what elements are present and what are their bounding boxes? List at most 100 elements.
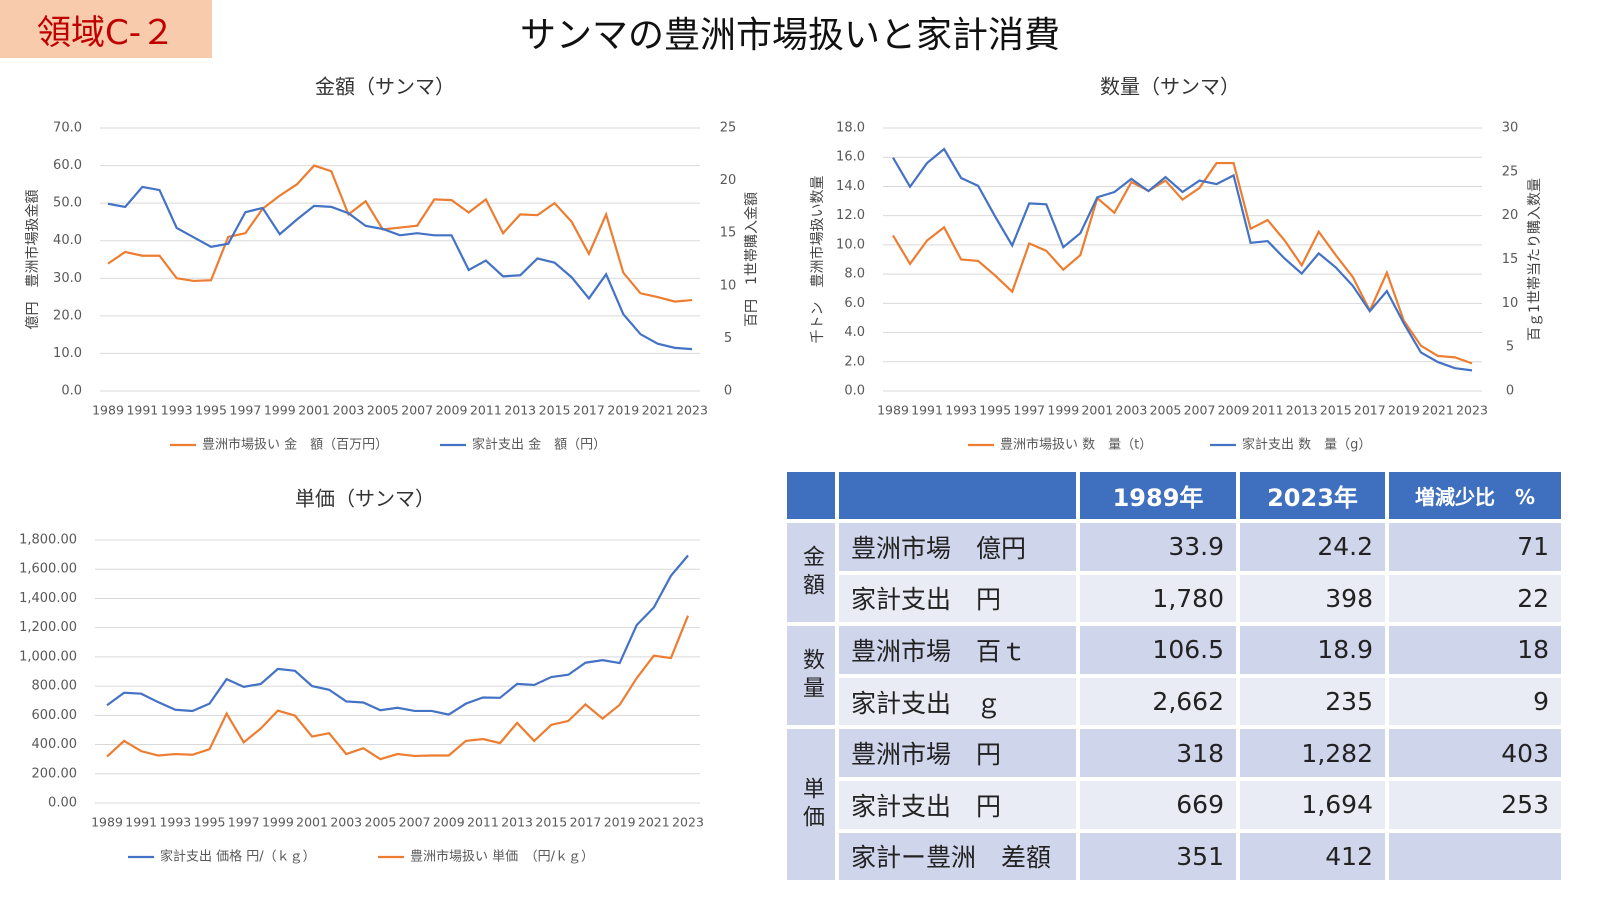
header-cell: 2023年 xyxy=(1238,470,1387,521)
value-cell: 412 xyxy=(1238,830,1387,883)
legend-label: 家計支出 金 額（円） xyxy=(472,437,606,453)
x-tick-label: 1993 xyxy=(161,403,193,418)
x-tick-label: 2015 xyxy=(1320,403,1352,418)
row-label: 豊洲市場 円 xyxy=(837,727,1078,779)
x-tick-label: 2019 xyxy=(604,815,636,830)
x-tick-label: 2011 xyxy=(467,815,499,830)
value-cell: 1,282 xyxy=(1238,727,1387,779)
y-tick-label: 40.0 xyxy=(53,233,82,248)
x-tick-label: 2001 xyxy=(1081,403,1113,418)
chart-title: 数量（サンマ） xyxy=(1100,75,1240,99)
y2-tick-label: 30 xyxy=(1502,121,1519,136)
legend-label: 家計支出 数 量（g） xyxy=(1242,437,1371,453)
badge: 領域C-２ xyxy=(0,0,212,58)
y2-tick-label: 10 xyxy=(1502,296,1519,311)
y-tick-label: 0.0 xyxy=(61,384,82,399)
y2-axis-label: 百円 1世帯購入金額 xyxy=(744,192,760,327)
value-cell: 253 xyxy=(1387,779,1563,831)
chart-title: 単価（サンマ） xyxy=(295,487,435,511)
group-label: 数量 xyxy=(785,624,837,728)
x-tick-label: 1997 xyxy=(230,403,262,418)
x-tick-label: 2011 xyxy=(1252,403,1284,418)
group-label: 単価 xyxy=(785,727,837,883)
x-tick-label: 2003 xyxy=(333,403,365,418)
y2-axis-label: 百ｇ1世帯当たり購入数量 xyxy=(1527,178,1543,341)
y-tick-label: 0.00 xyxy=(48,796,77,811)
value-cell: 18.9 xyxy=(1238,624,1387,676)
y-tick-label: 200.00 xyxy=(32,766,78,781)
x-tick-label: 2001 xyxy=(298,403,330,418)
value-cell: 33.9 xyxy=(1078,521,1238,573)
x-tick-label: 2021 xyxy=(638,815,670,830)
x-tick-label: 1991 xyxy=(126,403,158,418)
y-tick-label: 1,200.00 xyxy=(19,620,77,635)
value-cell: 235 xyxy=(1238,675,1387,728)
x-tick-label: 1999 xyxy=(1047,403,1079,418)
y2-tick-label: 5 xyxy=(1506,340,1514,355)
x-tick-label: 2019 xyxy=(1388,403,1420,418)
x-tick-label: 2007 xyxy=(1184,403,1216,418)
x-tick-label: 1997 xyxy=(228,815,260,830)
value-cell: 71 xyxy=(1387,521,1563,573)
x-tick-label: 1993 xyxy=(945,403,977,418)
y-tick-label: 10.0 xyxy=(836,237,865,252)
value-cell: 1,780 xyxy=(1078,572,1238,625)
legend-label: 豊洲市場扱い 単価 （円/ｋｇ） xyxy=(410,849,594,865)
y-tick-label: 60.0 xyxy=(53,158,82,173)
empty-cell xyxy=(1387,830,1563,883)
y-tick-label: 1,400.00 xyxy=(19,591,77,606)
x-tick-label: 1997 xyxy=(1013,403,1045,418)
x-tick-label: 1989 xyxy=(92,403,124,418)
value-cell: 1,694 xyxy=(1238,779,1387,831)
y2-tick-label: 5 xyxy=(724,331,732,346)
x-tick-label: 2021 xyxy=(642,403,674,418)
value-cell: 351 xyxy=(1078,830,1238,883)
y-tick-label: 20.0 xyxy=(53,308,82,323)
x-tick-label: 2017 xyxy=(573,403,605,418)
x-tick-label: 2009 xyxy=(433,815,465,830)
y-axis-label: 千トン 豊洲市場扱い数量 xyxy=(809,176,826,344)
y2-tick-label: 15 xyxy=(720,226,737,241)
group-label: 金額 xyxy=(785,521,837,625)
header-cell: 1989年 xyxy=(1078,470,1238,521)
y-tick-label: 8.0 xyxy=(844,267,865,282)
row-label: 豊洲市場 百ｔ xyxy=(837,624,1078,676)
x-tick-label: 2019 xyxy=(607,403,639,418)
x-tick-label: 2017 xyxy=(1354,403,1386,418)
y2-tick-label: 10 xyxy=(720,278,737,293)
y2-tick-label: 0 xyxy=(724,384,732,399)
y-tick-label: 18.0 xyxy=(836,121,865,136)
row-label: 家計支出 ｇ xyxy=(837,675,1078,728)
y-tick-label: 400.00 xyxy=(32,737,78,752)
y-tick-label: 4.0 xyxy=(844,325,865,340)
legend-label: 豊洲市場扱い 数 量（t） xyxy=(1000,437,1152,453)
y2-tick-label: 20 xyxy=(720,173,737,188)
x-tick-label: 2013 xyxy=(504,403,536,418)
x-tick-label: 2013 xyxy=(1286,403,1318,418)
x-tick-label: 1995 xyxy=(979,403,1011,418)
x-tick-label: 1995 xyxy=(194,815,226,830)
x-tick-label: 2007 xyxy=(399,815,431,830)
value-cell: 403 xyxy=(1387,727,1563,779)
series-line xyxy=(892,147,1473,372)
value-cell: 22 xyxy=(1387,572,1563,625)
y2-tick-label: 20 xyxy=(1502,208,1519,223)
y-tick-label: 30.0 xyxy=(53,271,82,286)
x-tick-label: 1991 xyxy=(125,815,157,830)
row-label: 家計ー豊洲 差額 xyxy=(837,830,1078,883)
value-cell: 669 xyxy=(1078,779,1238,831)
y2-tick-label: 0 xyxy=(1506,384,1514,399)
y2-tick-label: 25 xyxy=(720,121,737,136)
x-tick-label: 2023 xyxy=(676,403,708,418)
x-tick-label: 2003 xyxy=(1116,403,1148,418)
y-axis-label: 億円 豊洲市場扱金額 xyxy=(24,190,41,330)
header-cell xyxy=(785,470,837,521)
value-cell: 9 xyxy=(1387,675,1563,728)
x-tick-label: 1989 xyxy=(91,815,123,830)
y-tick-label: 12.0 xyxy=(836,208,865,223)
x-tick-label: 1999 xyxy=(264,403,296,418)
legend-label: 豊洲市場扱い 金 額（百万円） xyxy=(202,437,388,453)
series-line xyxy=(892,161,1473,365)
